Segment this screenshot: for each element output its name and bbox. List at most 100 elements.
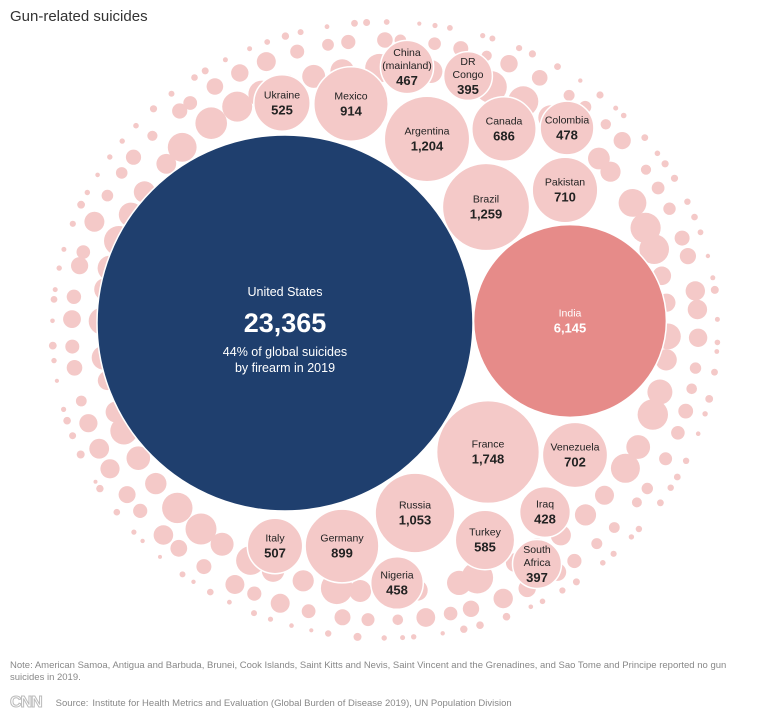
- small-bubble: [400, 635, 406, 641]
- small-bubble: [133, 122, 139, 129]
- small-bubble: [620, 112, 627, 119]
- small-bubble: [65, 339, 80, 354]
- footer: CNN Source: Institute for Health Metrics…: [10, 693, 512, 713]
- small-bubble: [222, 91, 253, 122]
- small-bubble: [678, 403, 694, 419]
- small-bubble: [539, 598, 546, 605]
- small-bubble: [84, 189, 91, 196]
- small-bubble: [93, 479, 98, 484]
- bubble-circle: [531, 156, 599, 224]
- small-bubble: [383, 19, 390, 25]
- bubble-country-label: China: [393, 47, 421, 59]
- bubble-value-label: 467: [396, 73, 418, 88]
- small-bubble: [292, 570, 314, 592]
- small-bubble: [674, 230, 690, 246]
- small-bubble: [353, 632, 362, 641]
- small-bubble: [705, 395, 714, 403]
- small-bubble: [460, 625, 468, 633]
- footnote: Note: American Samoa, Antigua and Barbud…: [10, 660, 727, 683]
- small-bubble: [613, 132, 631, 150]
- small-bubble: [264, 39, 271, 45]
- small-bubble: [416, 608, 436, 627]
- small-bubble: [100, 459, 120, 479]
- bubble-value-label: 525: [271, 103, 293, 118]
- bubble-value-label: 1,053: [399, 513, 432, 528]
- small-bubble: [563, 89, 575, 101]
- small-bubble: [153, 525, 174, 545]
- small-bubble: [654, 150, 661, 157]
- bubble-value-label: 1,748: [472, 452, 505, 467]
- small-bubble: [618, 189, 647, 217]
- bubble-value-label: 458: [386, 583, 408, 598]
- small-bubble: [596, 91, 604, 99]
- small-bubble: [267, 616, 274, 622]
- small-bubble: [76, 450, 85, 459]
- bubble-circle: [379, 39, 435, 95]
- bubble-country-label: Nigeria: [380, 570, 413, 582]
- bubble-chart: United States 23,365 44% of global suicide…: [48, 19, 721, 641]
- small-bubble: [324, 24, 330, 30]
- bubble-country-label: (mainland): [382, 60, 432, 72]
- small-bubble: [411, 634, 417, 640]
- small-bubble: [172, 103, 188, 119]
- bubble-annotation: by firearm in 2019: [235, 361, 335, 375]
- small-bubble: [578, 78, 583, 83]
- small-bubble: [351, 19, 358, 27]
- small-bubble: [447, 570, 472, 596]
- small-bubble: [71, 257, 89, 275]
- small-bubble: [222, 57, 228, 63]
- bubble-china-mainland: China(mainland)467: [379, 39, 435, 95]
- small-bubble: [131, 529, 137, 535]
- small-bubble: [227, 599, 232, 605]
- small-bubble: [225, 575, 245, 594]
- small-bubble: [101, 189, 114, 202]
- small-bubble: [361, 613, 375, 627]
- bubble-value-label: 914: [340, 104, 362, 119]
- small-bubble: [377, 32, 393, 48]
- small-bubble: [608, 522, 620, 533]
- small-bubble: [289, 623, 294, 628]
- bubble-value-label: 1,204: [411, 139, 444, 154]
- small-bubble: [140, 538, 145, 544]
- small-bubble: [77, 200, 85, 209]
- small-bubble: [554, 63, 561, 70]
- bubble-circle: [435, 399, 541, 505]
- small-bubble: [440, 631, 445, 636]
- small-bubble: [179, 571, 186, 578]
- small-bubble: [63, 416, 71, 425]
- bubble-country-label: DR: [460, 56, 476, 68]
- small-bubble: [66, 289, 82, 304]
- bubble-country-label: India: [559, 308, 582, 320]
- small-bubble: [118, 486, 136, 504]
- small-bubble: [61, 406, 67, 412]
- small-bubble: [673, 473, 681, 481]
- small-bubble: [210, 532, 234, 556]
- bubble-circle: [511, 538, 563, 590]
- small-bubble: [443, 606, 458, 621]
- small-bubble: [600, 119, 611, 130]
- small-bubble: [281, 32, 290, 40]
- bubble-value-label: 428: [534, 512, 556, 527]
- bubble-value-label: 899: [331, 546, 353, 561]
- bubble-country-label: Turkey: [469, 527, 501, 539]
- bubble-value-label: 686: [493, 129, 515, 144]
- small-bubble: [502, 612, 511, 621]
- bubble-value-label: 702: [564, 455, 586, 470]
- small-bubble: [640, 164, 652, 175]
- small-bubble: [167, 132, 197, 162]
- small-bubble: [63, 310, 81, 328]
- bubble-circle: [472, 223, 668, 419]
- source-label: Source:: [55, 697, 89, 709]
- bubble-country-label: Colombia: [545, 115, 590, 127]
- small-bubble: [119, 138, 125, 144]
- small-bubble: [50, 296, 58, 303]
- small-bubble: [349, 580, 372, 602]
- bubble-circle: [304, 508, 380, 584]
- small-bubble: [710, 275, 716, 281]
- small-bubble: [710, 285, 719, 294]
- bubble-value-label: 23,365: [244, 308, 327, 338]
